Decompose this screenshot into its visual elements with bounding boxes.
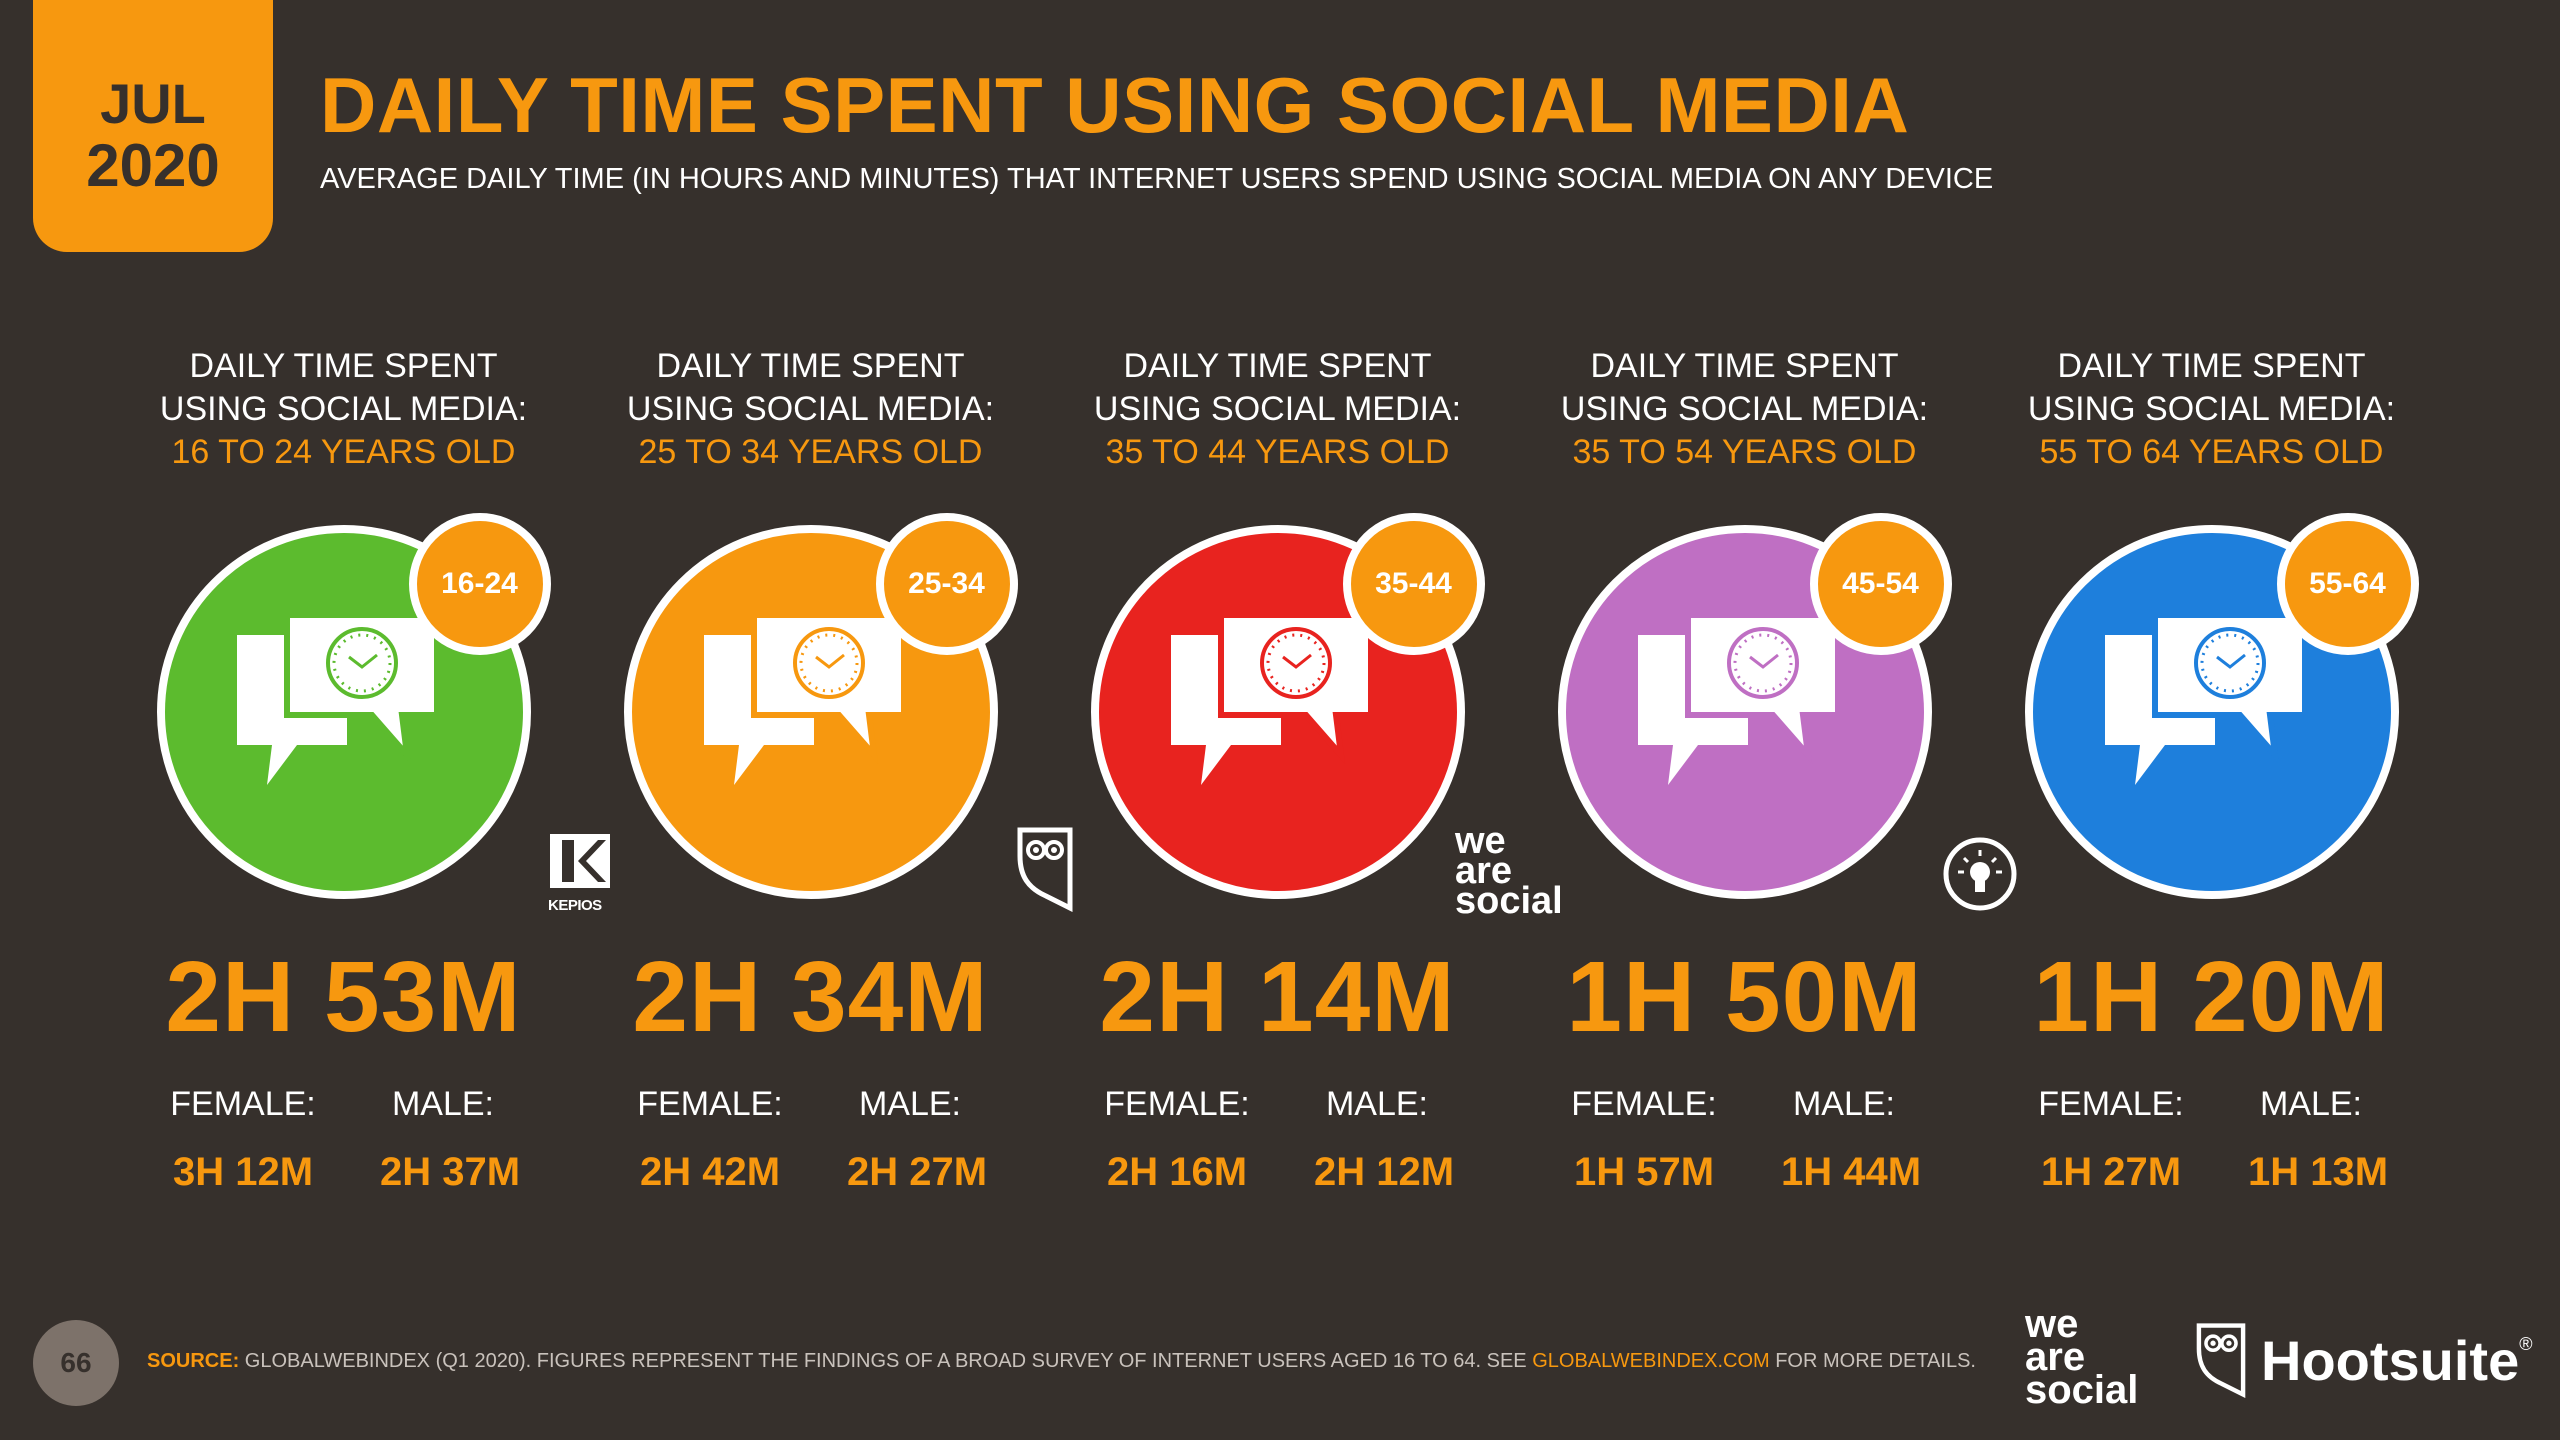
age-group-circle: 16-24 [156,513,551,899]
column-age-range: 25 TO 34 YEARS OLD [638,433,983,471]
age-badge: 16-24 [408,513,551,655]
kepios-mark-icon [550,834,610,888]
source-text: GLOBALWEBINDEX (Q1 2020). FIGURES REPRES… [239,1350,1533,1372]
hootsuite-owl-logo [1016,826,1074,917]
total-time: 2H 14M [1099,941,1456,1053]
male-time: 2H 27M [846,1150,988,1194]
chat-clock-icon [2104,615,2308,785]
was-word-are: are [1455,850,1513,892]
kepios-logo: KEPIOS [548,832,612,914]
male-time: 2H 12M [1313,1150,1455,1194]
age-group-column: DAILY TIME SPENT USING SOCIAL MEDIA: 25 … [577,345,1044,1194]
female-label: FEMALE: [1104,1085,1250,1123]
male-label: MALE: [1325,1085,1429,1123]
lightbulb-logo [1942,836,2018,917]
male-time: 1H 13M [2247,1150,2389,1194]
page-number: 66 [33,1320,119,1406]
lightbulb-icon [1943,837,2017,911]
date-badge: JUL 2020 [33,0,273,252]
column-label-line2: USING SOCIAL MEDIA: [626,390,995,428]
total-time: 2H 53M [165,941,522,1053]
source-tail: FOR MORE DETAILS. [1769,1350,1976,1372]
male-time: 2H 37M [379,1150,521,1194]
owl-icon [1017,827,1073,913]
source-note: SOURCE: GLOBALWEBINDEX (Q1 2020). FIGURE… [147,1350,1976,1373]
age-badge: 45-54 [1809,513,1952,655]
we-are-social-footer-logo: we are social [2025,1302,2165,1412]
age-badge: 25-34 [875,513,1018,655]
column-label-line1: DAILY TIME SPENT [2057,347,2366,385]
footer-was-we: we [2025,1302,2079,1346]
we-are-social-side-logo: we are social [1455,820,1563,922]
page-title: DAILY TIME SPENT USING SOCIAL MEDIA [320,61,1910,149]
column-label: DAILY TIME SPENT USING SOCIAL MEDIA: 35 … [1511,345,1978,474]
source-key: SOURCE: [147,1350,240,1372]
total-time: 2H 34M [632,941,989,1053]
age-group-circle: 25-34 [623,513,1018,899]
female-label: FEMALE: [2038,1085,2184,1123]
age-group-column: DAILY TIME SPENT USING SOCIAL MEDIA: 35 … [1511,345,1978,1194]
was-word-we: we [1455,820,1506,862]
male-label: MALE: [1792,1085,1896,1123]
column-label-line2: USING SOCIAL MEDIA: [159,390,528,428]
footer-was-social: social [2025,1368,2139,1412]
column-label: DAILY TIME SPENT USING SOCIAL MEDIA: 25 … [577,345,1044,474]
hootsuite-wordmark: Hootsuite [2261,1328,2520,1392]
column-label-line1: DAILY TIME SPENT [189,347,498,385]
age-group-circle: 55-64 [2024,513,2419,899]
hootsuite-owl-icon [2196,1323,2246,1398]
date-year: 2020 [86,131,220,199]
age-group-column: DAILY TIME SPENT USING SOCIAL MEDIA: 16 … [110,345,577,1194]
male-label: MALE: [391,1085,495,1123]
chat-clock-icon [703,615,907,785]
column-age-range: 16 TO 24 YEARS OLD [171,433,516,471]
column-label-line1: DAILY TIME SPENT [1123,347,1432,385]
registered-mark: ® [2519,1334,2533,1354]
age-group-circle: 35-44 [1090,513,1485,899]
age-group-circle: 45-54 [1557,513,1952,899]
column-age-range: 35 TO 54 YEARS OLD [1572,433,1917,471]
column-label-line1: DAILY TIME SPENT [656,347,965,385]
age-badge: 55-64 [2276,513,2419,655]
female-time: 2H 42M [639,1150,781,1194]
male-time: 1H 44M [1780,1150,1922,1194]
chat-clock-icon [236,615,440,785]
female-label: FEMALE: [170,1085,316,1123]
was-word-social: social [1455,880,1563,922]
column-label: DAILY TIME SPENT USING SOCIAL MEDIA: 16 … [110,345,577,474]
hootsuite-footer-logo: Hootsuite ® [2193,1320,2532,1400]
male-label: MALE: [858,1085,962,1123]
column-label-line2: USING SOCIAL MEDIA: [1093,390,1462,428]
date-month: JUL [100,72,206,136]
female-label: FEMALE: [1571,1085,1717,1123]
age-group-column: DAILY TIME SPENT USING SOCIAL MEDIA: 55 … [1978,345,2445,1194]
column-age-range: 55 TO 64 YEARS OLD [2039,433,2384,471]
female-time: 2H 16M [1106,1150,1248,1194]
chat-clock-icon [1637,615,1841,785]
total-time: 1H 20M [2033,941,2390,1053]
column-label-line2: USING SOCIAL MEDIA: [1560,390,1929,428]
source-link[interactable]: GLOBALWEBINDEX.COM [1532,1350,1770,1372]
age-group-column: DAILY TIME SPENT USING SOCIAL MEDIA: 35 … [1044,345,1511,1194]
female-time: 1H 57M [1573,1150,1715,1194]
chat-clock-icon [1170,615,1374,785]
column-label: DAILY TIME SPENT USING SOCIAL MEDIA: 35 … [1044,345,1511,474]
female-time: 1H 27M [2040,1150,2182,1194]
column-label-line2: USING SOCIAL MEDIA: [2027,390,2396,428]
kepios-label: KEPIOS [548,897,602,914]
age-badge: 35-44 [1342,513,1485,655]
column-label-line1: DAILY TIME SPENT [1590,347,1899,385]
female-label: FEMALE: [637,1085,783,1123]
column-label: DAILY TIME SPENT USING SOCIAL MEDIA: 55 … [1978,345,2445,474]
column-age-range: 35 TO 44 YEARS OLD [1105,433,1450,471]
page-subtitle: AVERAGE DAILY TIME (IN HOURS AND MINUTES… [320,163,1994,195]
footer-was-are: are [2025,1335,2086,1379]
male-label: MALE: [2259,1085,2363,1123]
female-time: 3H 12M [172,1150,314,1194]
total-time: 1H 50M [1566,941,1923,1053]
